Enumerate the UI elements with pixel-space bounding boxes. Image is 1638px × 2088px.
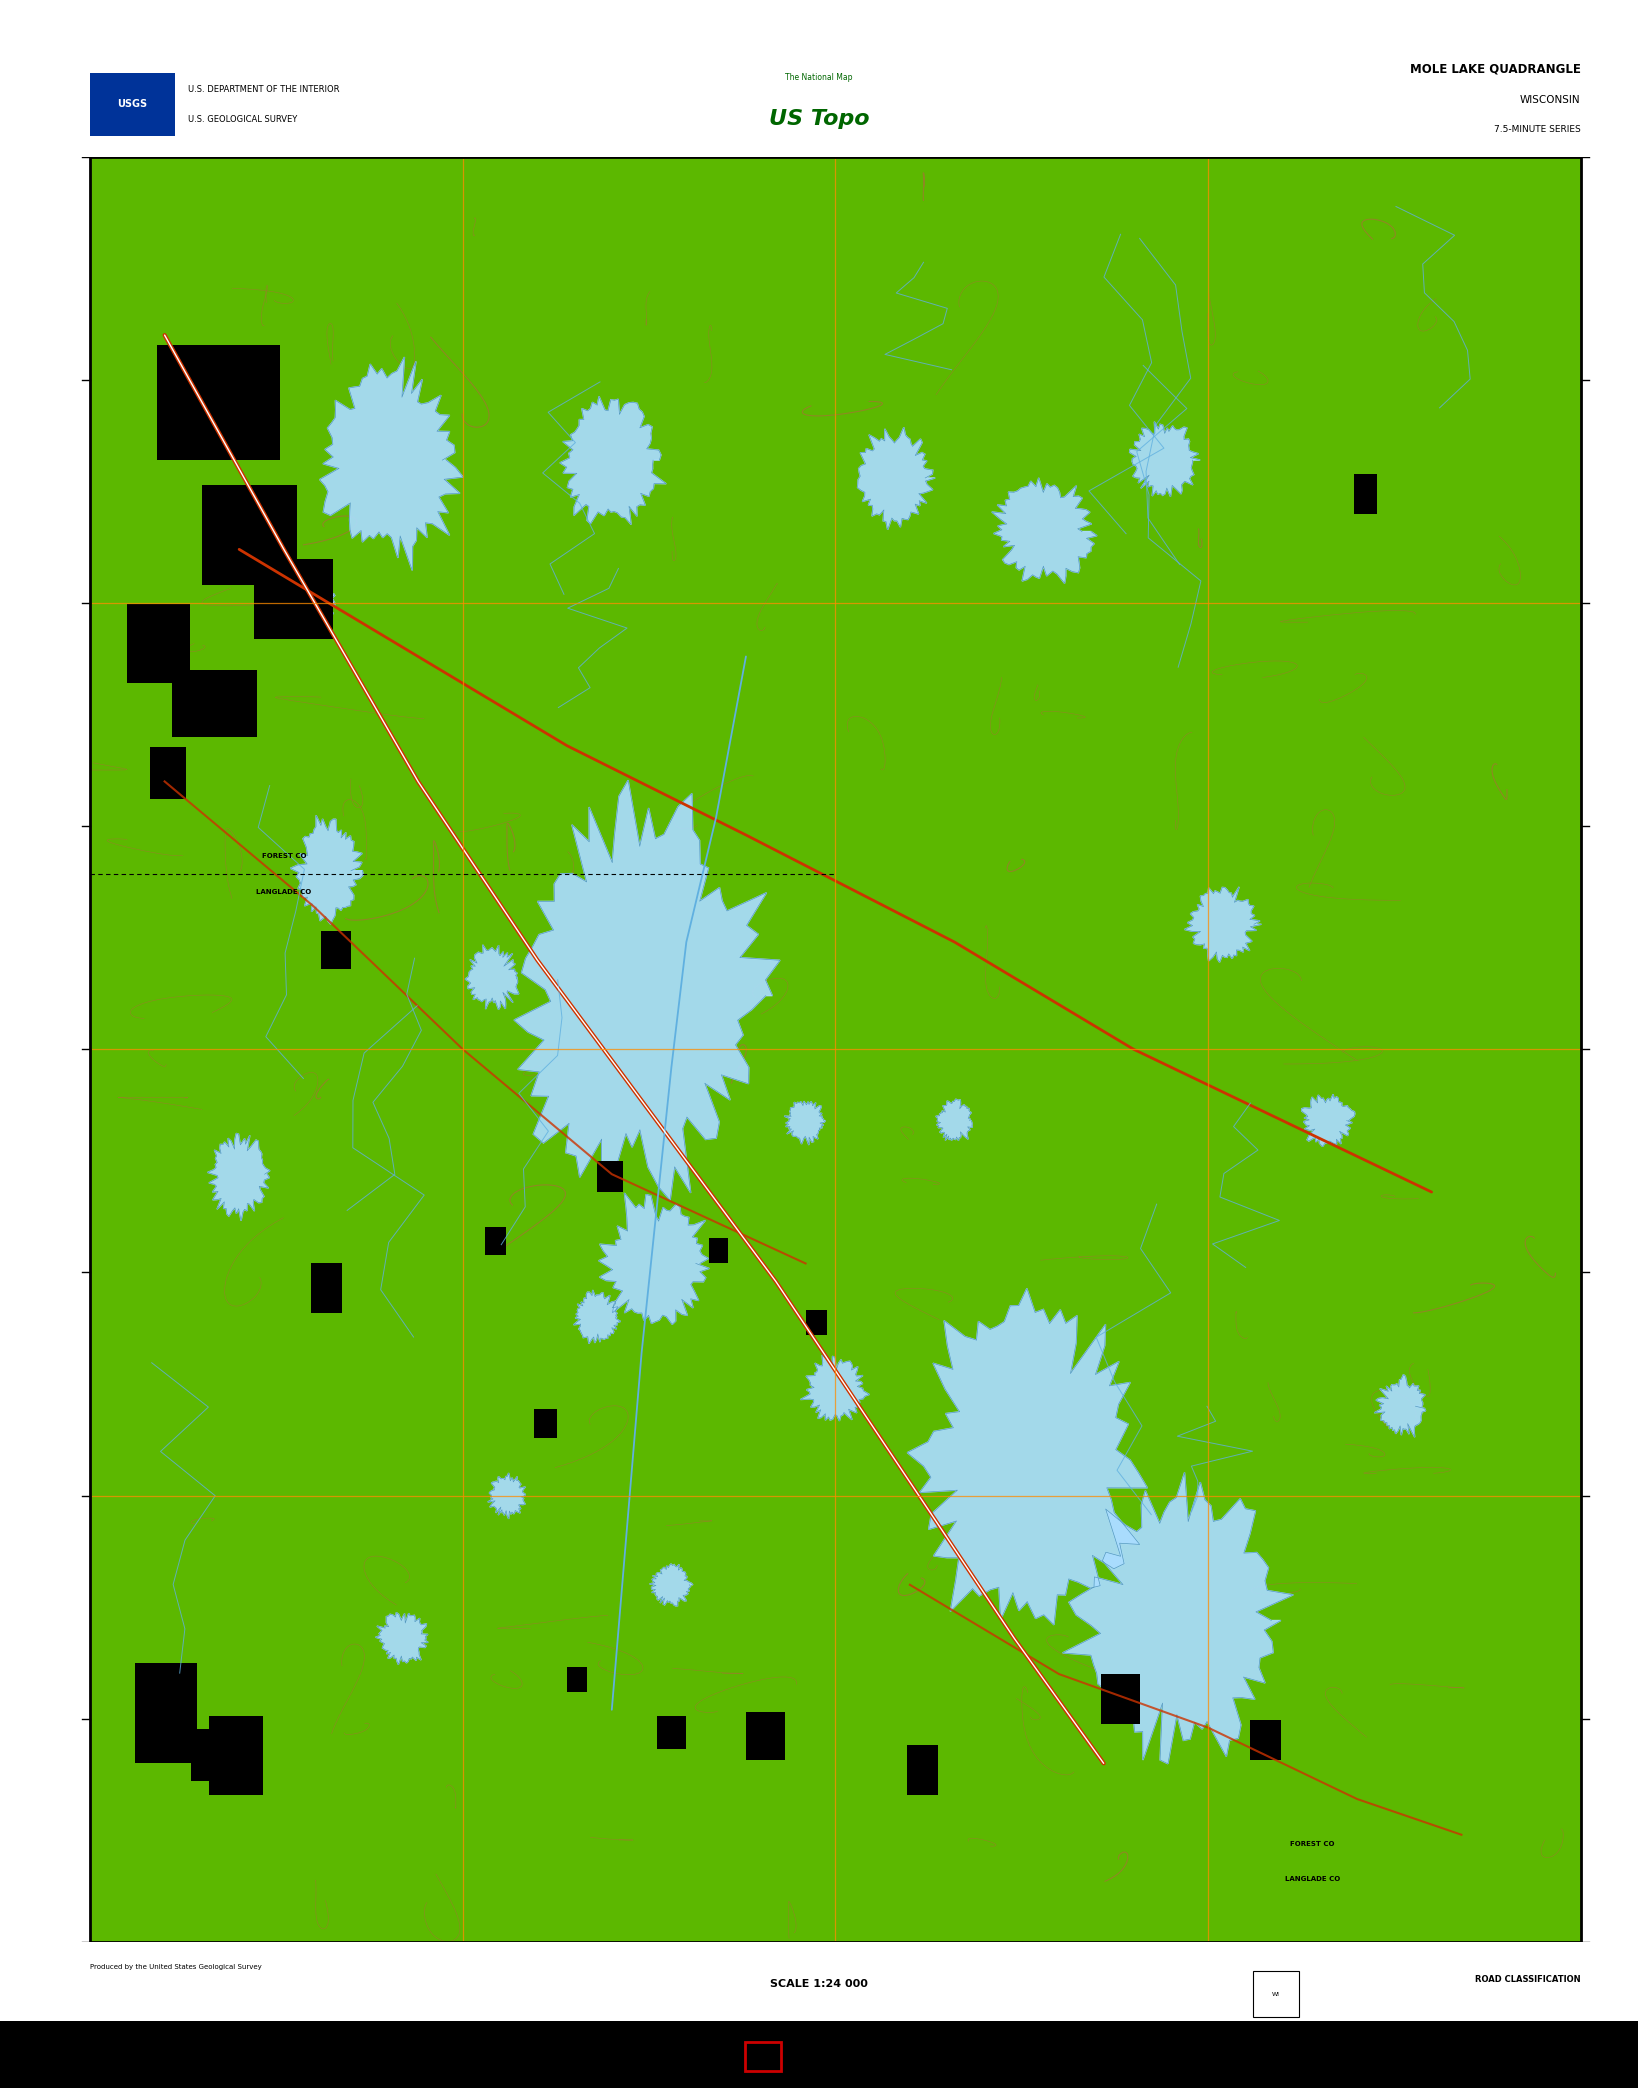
Polygon shape (488, 1472, 526, 1518)
Text: LANGLADE CO: LANGLADE CO (1284, 1877, 1340, 1883)
Bar (149, 748, 185, 800)
Polygon shape (801, 1355, 870, 1422)
Text: U.S. DEPARTMENT OF THE INTERIOR: U.S. DEPARTMENT OF THE INTERIOR (188, 86, 339, 94)
Polygon shape (935, 1098, 973, 1140)
Text: FOREST CO: FOREST CO (1291, 1842, 1335, 1846)
Bar (657, 1716, 686, 1750)
Polygon shape (208, 1134, 270, 1221)
Text: ROAD CLASSIFICATION: ROAD CLASSIFICATION (1476, 1975, 1581, 1984)
Bar (709, 1238, 729, 1263)
Polygon shape (785, 1100, 826, 1144)
Polygon shape (1302, 1094, 1355, 1146)
Bar (0, 0, 1638, 157)
Bar (157, 345, 280, 459)
Polygon shape (650, 1564, 693, 1606)
Bar (745, 1712, 785, 1760)
Bar (254, 560, 333, 639)
Bar (567, 1666, 586, 1691)
Bar (0, 1942, 1638, 2021)
Bar (1101, 1675, 1140, 1725)
Polygon shape (514, 781, 780, 1201)
Bar (485, 1228, 506, 1255)
Bar (201, 484, 296, 585)
Bar (1253, 1971, 1299, 2017)
Text: LANGLADE CO: LANGLADE CO (256, 889, 311, 896)
Text: MOLE LAKE QUADRANGLE: MOLE LAKE QUADRANGLE (1410, 63, 1581, 75)
Polygon shape (600, 1192, 709, 1324)
Polygon shape (573, 1290, 621, 1343)
Bar (907, 1746, 939, 1796)
Text: WI: WI (1273, 1992, 1279, 1996)
Bar (596, 1161, 622, 1192)
Bar (90, 157, 1581, 1942)
Bar (192, 1729, 233, 1781)
Bar (745, 2042, 781, 2071)
Text: US Topo: US Topo (768, 109, 870, 129)
Text: Produced by the United States Geological Survey: Produced by the United States Geological… (90, 1965, 262, 1969)
Text: SCALE 1:24 000: SCALE 1:24 000 (770, 1979, 868, 1988)
Bar (210, 1716, 264, 1796)
Bar (0, 2021, 1638, 2088)
Polygon shape (907, 1288, 1148, 1624)
Text: 7.5-MINUTE SERIES: 7.5-MINUTE SERIES (1494, 125, 1581, 134)
Polygon shape (1184, 887, 1261, 963)
Text: WISCONSIN: WISCONSIN (1520, 96, 1581, 104)
Bar (90, 157, 1581, 1942)
Bar (534, 1409, 557, 1439)
Text: FOREST CO: FOREST CO (262, 854, 306, 860)
Bar (311, 1263, 342, 1313)
Polygon shape (858, 428, 935, 530)
Polygon shape (560, 397, 667, 524)
Bar (128, 603, 190, 683)
Polygon shape (290, 814, 364, 925)
Text: The National Map: The National Map (785, 73, 853, 81)
Polygon shape (1130, 422, 1201, 497)
Polygon shape (1063, 1472, 1294, 1764)
Polygon shape (993, 478, 1097, 583)
Bar (1250, 1721, 1281, 1760)
Bar (134, 1662, 197, 1762)
Bar (90, 73, 175, 136)
Bar (172, 670, 257, 737)
Bar (321, 931, 351, 969)
Bar (806, 1309, 827, 1334)
Polygon shape (292, 578, 336, 628)
Polygon shape (319, 357, 464, 570)
Polygon shape (375, 1612, 428, 1664)
Text: U.S. GEOLOGICAL SURVEY: U.S. GEOLOGICAL SURVEY (188, 115, 298, 123)
Polygon shape (465, 944, 519, 1009)
Polygon shape (1374, 1374, 1425, 1437)
Text: USGS: USGS (118, 100, 147, 109)
Bar (1355, 474, 1378, 514)
